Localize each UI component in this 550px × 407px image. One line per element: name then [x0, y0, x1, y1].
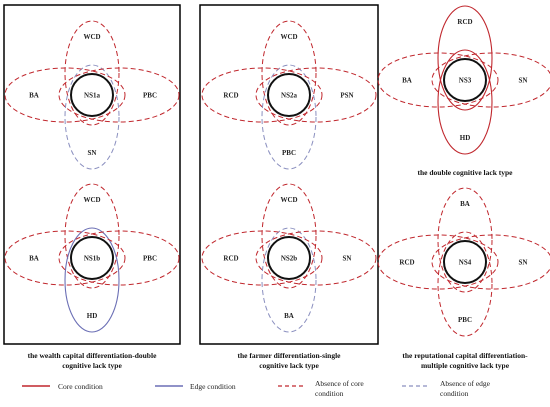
venn-ns3-right-label: SN: [519, 77, 528, 85]
venn-ns2a-right-label: PSN: [340, 92, 353, 100]
venn-ns3: NS3 RCD HD BA SN: [378, 6, 550, 154]
venn-ns1a-left-label: BA: [29, 92, 39, 100]
caption-group1-line1: the wealth capital differentiation-doubl…: [28, 351, 157, 360]
venn-ns4-right-ellipse: [432, 235, 550, 289]
venn-ns1a: NS1a WCD SN BA PBC: [5, 21, 179, 169]
caption-group2-line1: the farmer differentiation-single: [237, 351, 341, 360]
venn-ns1a-center-label: NS1a: [84, 92, 100, 100]
venn-ns1a-top-label: WCD: [83, 33, 100, 41]
venn-ns1b-bottom-label: HD: [87, 312, 98, 320]
venn-ns2b-center-label: NS2b: [281, 255, 297, 263]
legend-absence-core-label-line1: Absence of core: [315, 379, 364, 388]
caption-group2-line2: cognitive lack type: [259, 361, 319, 370]
venn-ns2a-left-label: RCD: [223, 92, 238, 100]
venn-ns2b-right-label: SN: [343, 255, 352, 263]
caption-group3-top: the double cognitive lack type: [418, 168, 514, 177]
venn-ns3-bottom-label: HD: [460, 134, 471, 142]
venn-ns3-left-label: BA: [402, 77, 412, 85]
venn-ns2a-bottom-label: PBC: [282, 149, 296, 157]
venn-ns1b-center-label: NS1b: [84, 255, 100, 263]
caption-group1-line2: cognitive lack type: [62, 361, 122, 370]
venn-ns2b-left-label: RCD: [223, 255, 238, 263]
venn-ns1a-bottom-label: SN: [88, 149, 97, 157]
venn-ns1b-top-label: WCD: [83, 196, 100, 204]
venn-ns2b-top-label: WCD: [280, 196, 297, 204]
venn-ns4-right-label: SN: [519, 259, 528, 267]
legend-edge-label: Edge condition: [190, 382, 236, 391]
venn-ns3-right-ellipse: [432, 53, 550, 107]
legend: Core condition Edge condition Absence of…: [22, 379, 491, 398]
venn-ns4-top-label: BA: [460, 200, 470, 208]
group-frame-wealth-capital: [4, 5, 180, 344]
venn-ns4-center-label: NS4: [459, 259, 472, 267]
legend-core-label: Core condition: [58, 382, 103, 391]
venn-ns2b: NS2b WCD BA RCD SN: [202, 184, 376, 332]
caption-group3-bottom-line2: multiple cognitive lack type: [421, 361, 510, 370]
venn-ns2a-center-label: NS2a: [281, 92, 297, 100]
legend-absence-core-label-line2: condition: [315, 389, 344, 398]
venn-ns2a-top-label: WCD: [280, 33, 297, 41]
venn-ns1b-right-label: PBC: [143, 255, 157, 263]
venn-ns1b-left-label: BA: [29, 255, 39, 263]
venn-ns4-left-label: RCD: [399, 259, 414, 267]
venn-ns2a: NS2a WCD PBC RCD PSN: [202, 21, 376, 169]
group-frame-farmer: [200, 5, 378, 344]
venn-ns3-center-label: NS3: [459, 77, 472, 85]
venn-ns4-bottom-label: PBC: [458, 316, 472, 324]
venn-ns1b: NS1b WCD HD BA PBC: [5, 184, 179, 332]
venn-ns4: NS4 BA PBC RCD SN: [378, 188, 550, 336]
legend-absence-edge-label-line1: Absence of edge: [440, 379, 491, 388]
caption-group3-bottom-line1: the reputational capital differentiation…: [402, 351, 528, 360]
venn-ns3-top-label: RCD: [457, 18, 472, 26]
venn-ns1a-right-label: PBC: [143, 92, 157, 100]
venn-ns2b-bottom-label: BA: [284, 312, 294, 320]
legend-absence-edge-label-line2: condition: [440, 389, 469, 398]
